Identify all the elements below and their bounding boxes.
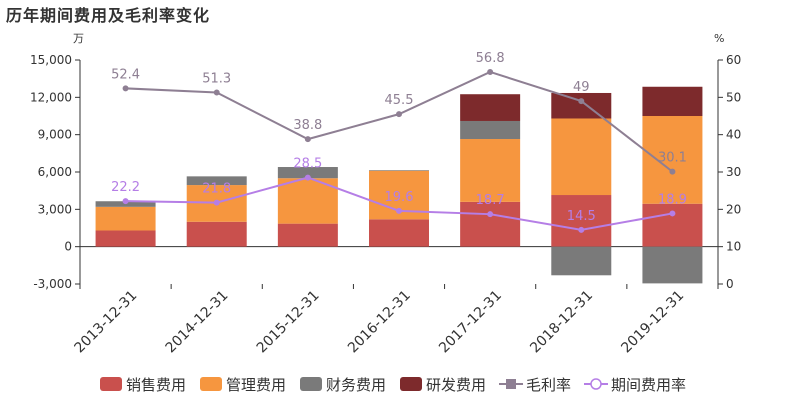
bar-segment — [369, 219, 429, 247]
series-point — [578, 226, 585, 233]
data-label: 38.8 — [293, 118, 322, 133]
y-left-tick-label: 0 — [64, 240, 72, 254]
legend-label: 销售费用 — [126, 376, 186, 394]
bar-segment — [642, 116, 703, 204]
bar-segment — [186, 221, 247, 247]
data-label: 49 — [573, 80, 590, 95]
bar-segment — [460, 201, 521, 247]
data-label: 18.7 — [476, 193, 505, 208]
data-label: 56.8 — [476, 51, 505, 66]
bar-segment — [460, 139, 521, 202]
series-point — [122, 85, 129, 92]
legend-label: 研发费用 — [426, 376, 486, 394]
series-point — [396, 111, 402, 118]
data-label: 14.5 — [567, 209, 596, 224]
y-right-tick-label: 20 — [726, 202, 741, 216]
series-point — [578, 98, 585, 105]
legend-swatch — [200, 377, 222, 391]
legend-label: 财务费用 — [326, 376, 386, 394]
data-label: 21.8 — [202, 182, 231, 197]
series-point — [487, 211, 494, 218]
legend-label: 毛利率 — [526, 376, 571, 394]
x-tick-label: 2019-12-31 — [618, 288, 687, 357]
bar-segment — [369, 170, 429, 171]
y-right-tick-label: 60 — [726, 53, 741, 67]
series-point — [396, 207, 402, 214]
bar-segment — [551, 92, 612, 119]
legend-swatch — [100, 377, 122, 391]
series-point — [122, 198, 129, 205]
legend-marker — [590, 378, 602, 390]
data-label: 30.1 — [658, 151, 687, 166]
legend-label: 期间费用率 — [611, 376, 686, 394]
bar-segment — [551, 246, 612, 276]
legend-marker — [506, 379, 516, 389]
y-right-unit: % — [714, 32, 724, 45]
x-tick-label: 2015-12-31 — [254, 288, 323, 357]
bar-segment — [642, 203, 703, 247]
y-right-tick-label: 10 — [726, 240, 741, 254]
bar-segment — [642, 246, 703, 284]
bar-segment — [277, 223, 338, 247]
series-point — [213, 89, 220, 96]
y-left-tick-label: 9,000 — [38, 128, 72, 142]
data-label: 51.3 — [202, 71, 231, 86]
y-left-tick-label: 15,000 — [30, 53, 72, 67]
y-left-tick-label: 3,000 — [38, 202, 72, 216]
bar-segment — [186, 176, 247, 186]
legend-swatch — [400, 377, 422, 391]
data-label: 18.9 — [658, 192, 687, 207]
x-tick-label: 2018-12-31 — [527, 288, 596, 357]
legend-swatch — [300, 377, 322, 391]
y-right-tick-label: 30 — [726, 165, 741, 179]
bar-segment — [460, 120, 521, 140]
bar-segment — [551, 195, 612, 247]
x-tick-label: 2014-12-31 — [163, 288, 232, 357]
x-tick-label: 2017-12-31 — [436, 288, 505, 357]
y-right-tick-label: 0 — [726, 277, 734, 291]
y-left-tick-label: 6,000 — [38, 165, 72, 179]
series-point — [213, 199, 220, 206]
bar-segment — [95, 206, 156, 231]
y-right-tick-label: 40 — [726, 128, 741, 142]
y-left-tick-label: -3,000 — [33, 277, 72, 291]
series-point — [487, 68, 494, 75]
data-label: 19.6 — [385, 190, 414, 205]
bar-segment — [460, 94, 521, 121]
series-point — [304, 174, 311, 181]
legend-label: 管理费用 — [226, 376, 286, 394]
bar-segment — [95, 230, 156, 247]
data-label: 22.2 — [111, 180, 140, 195]
series-point — [669, 168, 676, 175]
series-point — [669, 210, 676, 217]
chart-title: 历年期间费用及毛利率变化 — [6, 6, 211, 25]
bar-segment — [551, 118, 612, 196]
bar-segment — [277, 167, 338, 179]
data-label: 52.4 — [111, 67, 140, 82]
data-label: 28.5 — [293, 157, 322, 172]
data-label: 45.5 — [385, 93, 414, 108]
bar-segment — [642, 86, 703, 116]
x-tick-label: 2016-12-31 — [345, 288, 414, 357]
series-point — [304, 136, 311, 143]
y-left-tick-label: 12,000 — [30, 90, 72, 104]
y-right-tick-label: 50 — [726, 90, 741, 104]
y-left-unit: 万 — [73, 32, 84, 45]
x-tick-label: 2013-12-31 — [72, 288, 141, 357]
